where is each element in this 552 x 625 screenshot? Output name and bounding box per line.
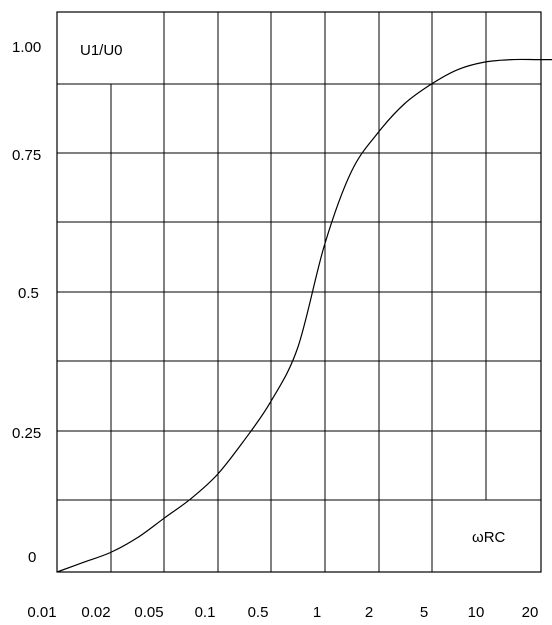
x-tick-label: 10 xyxy=(468,604,485,621)
y-tick-labels: 0 0.25 0.5 0.75 1.00 xyxy=(12,39,41,566)
x-tick-label: 0.05 xyxy=(134,604,163,621)
y-axis-label: U1/U0 xyxy=(80,42,123,59)
y-tick-label: 0.25 xyxy=(12,425,41,442)
x-tick-labels: 0.01 0.02 0.05 0.1 0.5 1 2 5 10 20 xyxy=(27,604,538,621)
plot-frame xyxy=(56,11,542,573)
horizontal-gridlines xyxy=(57,83,541,501)
x-tick-label: 0.01 xyxy=(27,604,56,621)
x-tick-label: 2 xyxy=(365,604,373,621)
x-tick-label: 1 xyxy=(313,604,321,621)
y-tick-label: 0.5 xyxy=(18,285,39,302)
series-line xyxy=(56,58,552,573)
y-tick-label: 0.75 xyxy=(12,147,41,164)
x-tick-label: 5 xyxy=(420,604,428,621)
x-tick-label: 0.5 xyxy=(248,604,269,621)
x-tick-label: 0.02 xyxy=(81,604,110,621)
y-tick-label: 1.00 xyxy=(12,39,41,56)
x-tick-label: 20 xyxy=(522,604,539,621)
x-axis-label: ωRC xyxy=(472,529,506,546)
x-tick-label: 0.1 xyxy=(195,604,216,621)
y-tick-label: 0 xyxy=(28,549,36,566)
